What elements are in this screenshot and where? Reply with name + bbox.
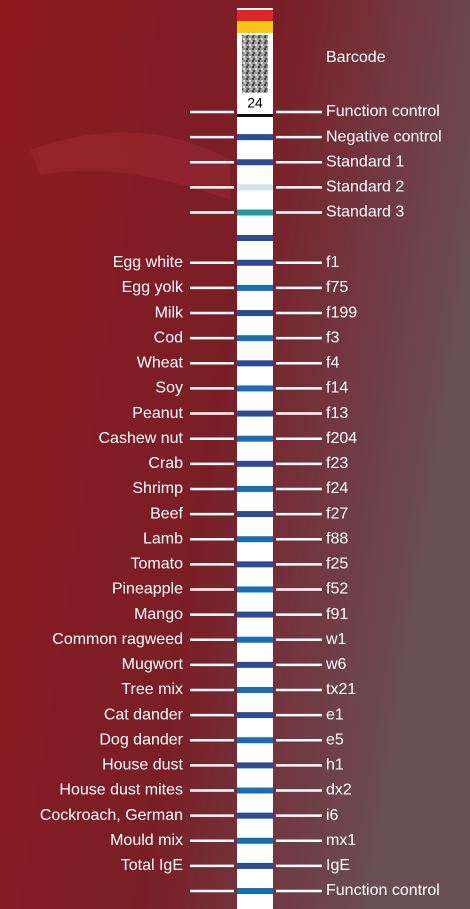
- allergen-name: Common ragweed: [52, 631, 183, 648]
- allergen-name: Cockroach, German: [40, 807, 183, 824]
- band: [237, 159, 273, 165]
- function-line: [237, 114, 273, 117]
- band: [237, 788, 273, 794]
- band: [237, 838, 273, 844]
- allergen-name: Peanut: [132, 405, 183, 422]
- allergen-code: mx1: [326, 832, 356, 849]
- band: [237, 360, 273, 366]
- band: [237, 712, 273, 718]
- diagram: 24 Barcode Function control Negative cont…: [0, 0, 470, 909]
- allergen-code: h1: [326, 757, 344, 774]
- band: [237, 637, 273, 643]
- band: [237, 662, 273, 668]
- band: [237, 134, 273, 140]
- band: [237, 737, 273, 743]
- barcode: [242, 35, 268, 93]
- allergen-name: Cat dander: [104, 706, 184, 723]
- band: [237, 687, 273, 693]
- allergen-code: f204: [326, 430, 357, 447]
- allergen-code: f23: [326, 455, 348, 472]
- allergen-name: Cashew nut: [99, 430, 184, 447]
- allergen-code: tx21: [326, 681, 356, 698]
- allergen-name: Mould mix: [110, 832, 183, 849]
- allergen-code: Negative control: [326, 128, 442, 145]
- allergen-code: f3: [326, 329, 339, 346]
- band: [237, 612, 273, 618]
- band: [237, 235, 273, 241]
- allergen-code: Function control: [326, 103, 440, 120]
- allergen-code: Function control: [326, 882, 440, 899]
- allergen-code: Standard 3: [326, 204, 404, 221]
- band: [237, 436, 273, 442]
- allergen-code: e5: [326, 731, 344, 748]
- band: [237, 285, 273, 291]
- strip-yellow: [237, 21, 273, 33]
- allergen-code: f27: [326, 505, 348, 522]
- allergen-name: Egg white: [113, 254, 183, 271]
- allergen-code: f14: [326, 380, 348, 397]
- allergen-name: Soy: [155, 380, 183, 397]
- allergen-code: f75: [326, 279, 348, 296]
- allergen-name: Wheat: [137, 355, 184, 372]
- band: [237, 260, 273, 266]
- allergen-code: f88: [326, 530, 348, 547]
- allergen-code: f91: [326, 606, 348, 623]
- allergen-name: Crab: [148, 455, 183, 472]
- allergen-name: Shrimp: [132, 480, 183, 497]
- band: [237, 536, 273, 542]
- strip-red: [237, 10, 273, 21]
- allergen-code: f4: [326, 355, 339, 372]
- allergen-name: Tomato: [131, 556, 184, 573]
- allergen-code: e1: [326, 706, 344, 723]
- band: [237, 310, 273, 316]
- barcode-label: Barcode: [326, 49, 386, 66]
- band: [237, 762, 273, 768]
- band: [237, 210, 273, 216]
- allergen-code: f24: [326, 480, 348, 497]
- allergen-code: w1: [325, 631, 347, 648]
- allergen-code: f199: [326, 304, 357, 321]
- allergen-code: f25: [326, 556, 348, 573]
- allergen-code: Standard 2: [326, 179, 404, 196]
- allergen-name: Milk: [155, 304, 184, 321]
- page: 24 Barcode Function control Negative cont…: [0, 0, 470, 909]
- band: [237, 461, 273, 467]
- band: [237, 813, 273, 819]
- band: [237, 511, 273, 517]
- band: [237, 411, 273, 417]
- allergen-name: Pineapple: [112, 581, 183, 598]
- band: [237, 335, 273, 341]
- strip-number: 24: [247, 95, 263, 111]
- allergen-name: Total IgE: [121, 857, 183, 874]
- allergen-name: Mango: [134, 606, 183, 623]
- allergen-name: Egg yolk: [122, 279, 184, 296]
- band: [237, 184, 273, 190]
- allergen-name: House dust mites: [59, 782, 183, 799]
- allergen-code: i6: [326, 807, 339, 824]
- allergen-name: Lamb: [143, 530, 183, 547]
- band: [237, 561, 273, 567]
- allergen-name: Cod: [154, 329, 183, 346]
- band: [237, 888, 273, 894]
- allergen-name: Dog dander: [99, 731, 183, 748]
- allergen-code: dx2: [326, 782, 352, 799]
- allergen-code: f13: [326, 405, 348, 422]
- allergen-name: Mugwort: [122, 656, 184, 673]
- band: [237, 586, 273, 592]
- allergen-name: Beef: [150, 505, 183, 522]
- allergen-name: House dust: [102, 757, 183, 774]
- allergen-name: Tree mix: [121, 681, 183, 698]
- allergen-code: w6: [325, 656, 347, 673]
- allergen-code: f52: [326, 581, 348, 598]
- strip: [237, 8, 273, 909]
- allergen-code: IgE: [326, 857, 350, 874]
- band: [237, 486, 273, 492]
- band: [237, 863, 273, 869]
- allergen-code: Standard 1: [326, 153, 404, 170]
- band: [237, 385, 273, 391]
- allergen-code: f1: [326, 254, 339, 271]
